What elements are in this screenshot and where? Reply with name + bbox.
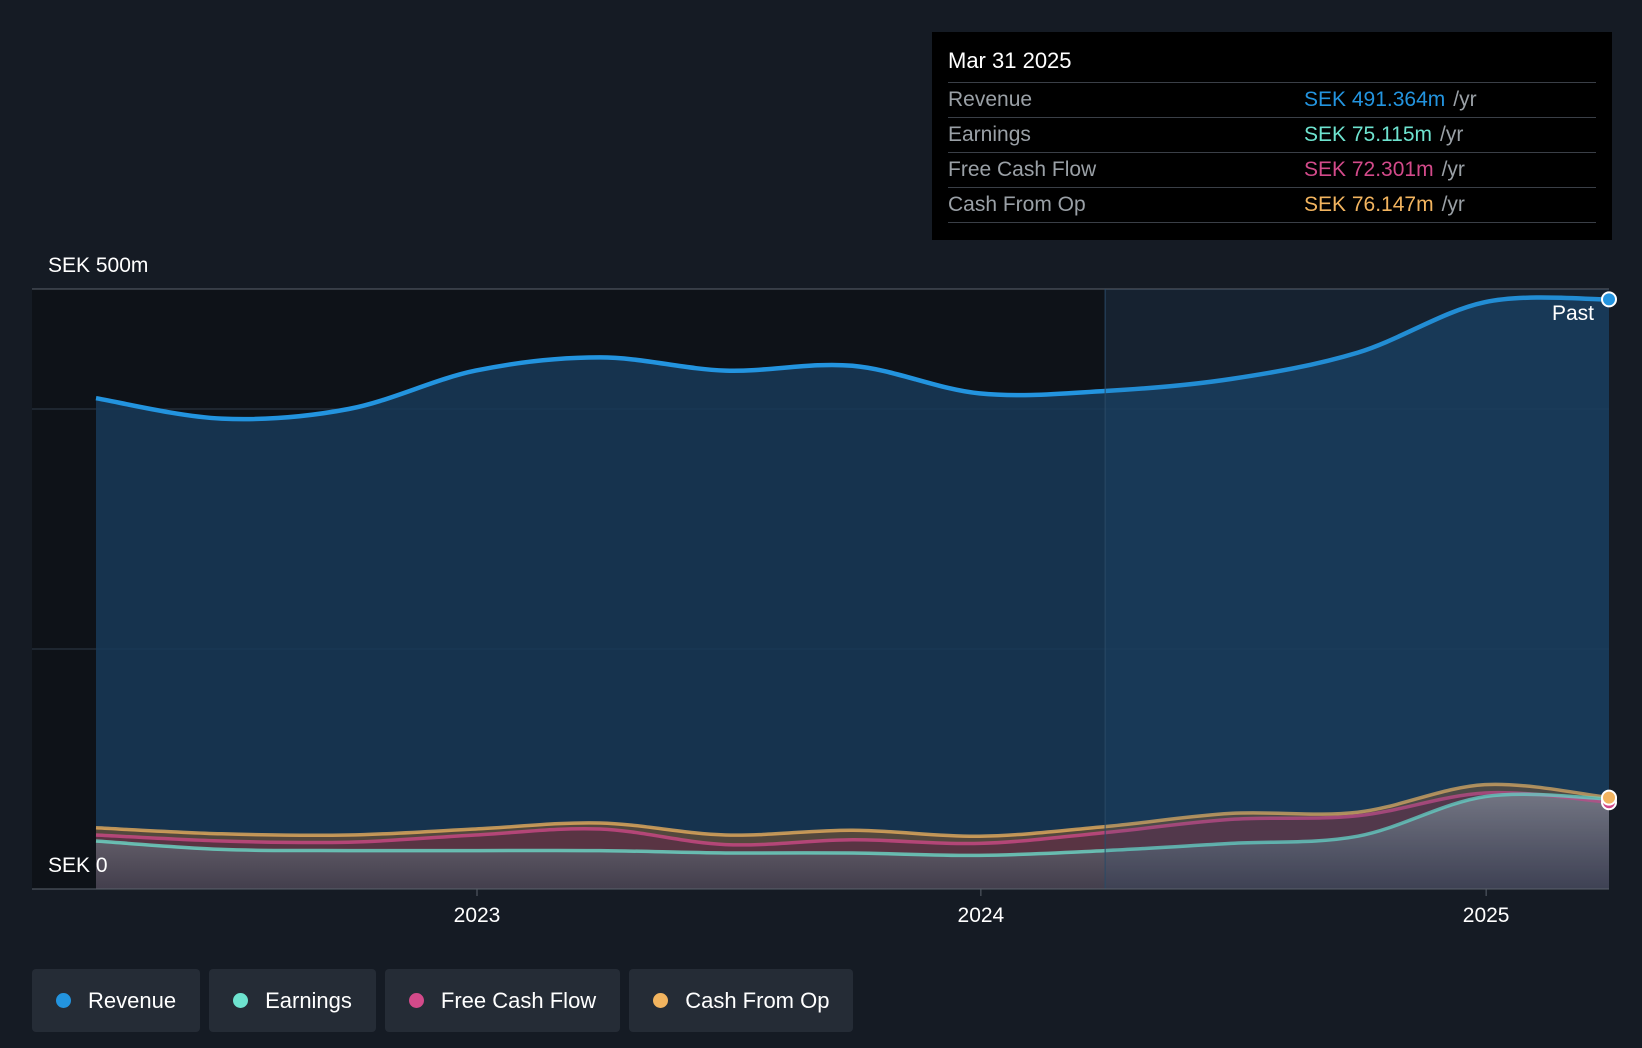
dot-icon bbox=[408, 993, 424, 1008]
tooltip-date: Mar 31 2025 bbox=[948, 46, 1596, 83]
tooltip-row-cash-from-op: Cash From Op SEK 76.147m /yr bbox=[948, 188, 1596, 223]
legend-label: Cash From Op bbox=[685, 987, 830, 1013]
tooltip-row-free-cash-flow: Free Cash Flow SEK 72.301m /yr bbox=[948, 153, 1596, 188]
tooltip-unit: /yr bbox=[1440, 123, 1464, 146]
area-revenue bbox=[96, 297, 1609, 889]
legend-label: Earnings bbox=[265, 987, 352, 1013]
dot-icon bbox=[653, 993, 669, 1008]
tooltip-label: Cash From Op bbox=[948, 193, 1086, 216]
end-marker-revenue bbox=[1601, 291, 1617, 308]
line-earnings bbox=[95, 792, 1610, 858]
tooltip-row-revenue: Revenue SEK 491.364m /yr bbox=[948, 83, 1596, 118]
x-tick-label: 2023 bbox=[454, 904, 501, 927]
y-axis-bottom-label: SEK 0 bbox=[48, 854, 108, 877]
legend-item-revenue[interactable]: Revenue bbox=[32, 969, 201, 1032]
line-cash-from-op bbox=[95, 782, 1610, 838]
past-label: Past bbox=[1552, 302, 1594, 325]
tooltip-label: Revenue bbox=[948, 88, 1033, 111]
area-earnings bbox=[96, 794, 1609, 889]
legend-label: Revenue bbox=[88, 987, 177, 1013]
tooltip-value: SEK 491.364m bbox=[1304, 88, 1446, 111]
tooltip-row-earnings: Earnings SEK 75.115m /yr bbox=[948, 118, 1596, 153]
y-axis-top-label: SEK 500m bbox=[48, 254, 148, 277]
series-lines bbox=[95, 295, 1610, 858]
line-revenue bbox=[95, 295, 1610, 422]
legend-label: Free Cash Flow bbox=[440, 987, 597, 1013]
tooltip: Mar 31 2025 Revenue SEK 491.364m /yr Ear… bbox=[932, 32, 1612, 240]
legend-item-free-cash-flow[interactable]: Free Cash Flow bbox=[384, 969, 621, 1032]
dot-icon bbox=[233, 993, 249, 1008]
tooltip-unit: /yr bbox=[1441, 193, 1465, 216]
recent-period-shade bbox=[1105, 289, 1609, 889]
tooltip-value: SEK 75.115m bbox=[1304, 123, 1433, 146]
tooltip-label: Earnings bbox=[948, 123, 1031, 146]
end-marker-cash-from-op bbox=[1601, 789, 1617, 806]
tooltip-label: Free Cash Flow bbox=[948, 158, 1097, 181]
dot-icon bbox=[56, 993, 71, 1008]
tooltip-value: SEK 72.301m bbox=[1304, 158, 1434, 181]
tooltip-value: SEK 76.147m bbox=[1304, 193, 1434, 216]
x-axis: 2023 2024 2025 bbox=[32, 888, 1609, 927]
tooltip-unit: /yr bbox=[1453, 88, 1477, 111]
legend-item-cash-from-op[interactable]: Cash From Op bbox=[629, 969, 854, 1032]
series-end-markers bbox=[1601, 291, 1617, 811]
tooltip-unit: /yr bbox=[1441, 158, 1465, 181]
legend-item-earnings[interactable]: Earnings bbox=[209, 969, 376, 1032]
x-tick-label: 2024 bbox=[958, 904, 1005, 927]
x-tick-label: 2025 bbox=[1463, 904, 1510, 927]
line-free-cash-flow bbox=[95, 790, 1610, 847]
legend: Revenue Earnings Free Cash Flow Cash Fro… bbox=[32, 969, 854, 1032]
